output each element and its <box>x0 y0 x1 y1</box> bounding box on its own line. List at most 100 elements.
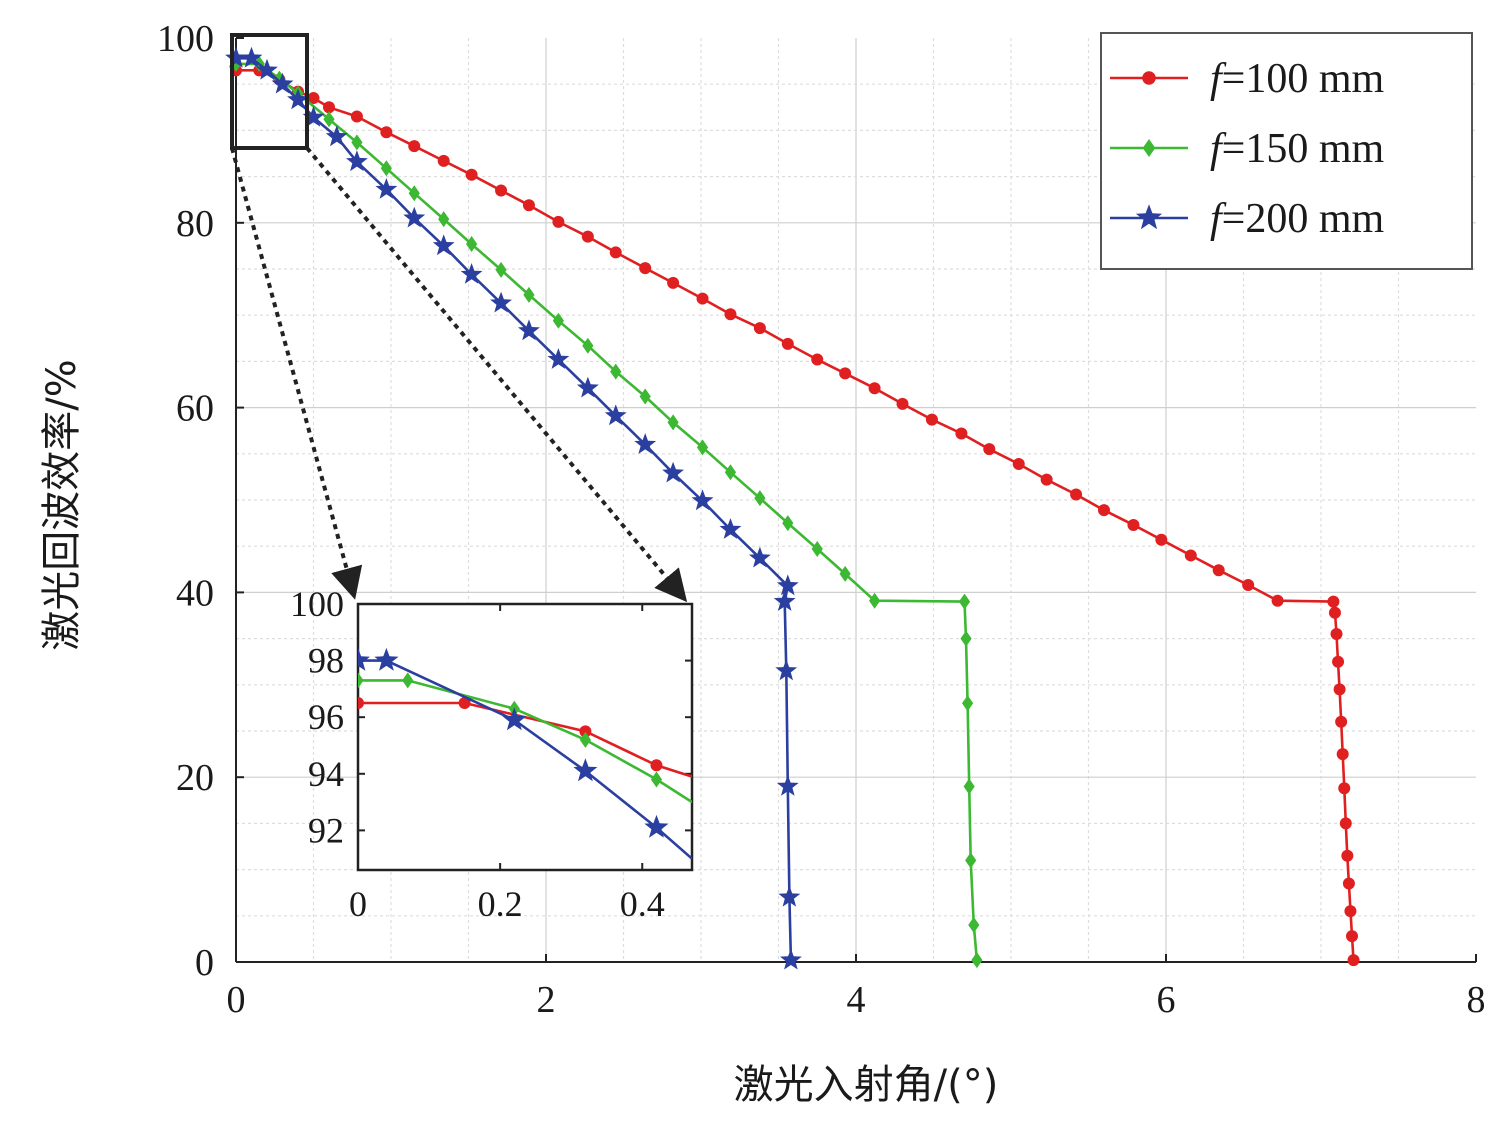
data-point <box>639 262 652 275</box>
data-point <box>547 348 570 369</box>
inset-series-3 <box>358 647 692 860</box>
data-point <box>1040 473 1053 486</box>
data-point <box>518 319 540 341</box>
data-point <box>408 185 420 202</box>
series-1 <box>230 64 1360 967</box>
data-point <box>1332 655 1345 668</box>
legend-marker <box>1142 71 1156 85</box>
inset-data-point <box>579 725 592 738</box>
data-point <box>1184 549 1197 562</box>
legend-item-3: f=200 mm <box>1110 196 1385 242</box>
data-point <box>1127 518 1140 531</box>
legend-item-2: f=150 mm <box>1110 126 1385 172</box>
inset-y-tick-label: 98 <box>308 641 344 681</box>
inset-data-point <box>650 759 663 772</box>
data-point <box>609 246 622 259</box>
data-point <box>667 276 680 289</box>
data-point <box>968 917 980 934</box>
data-point <box>380 160 392 177</box>
data-point <box>782 515 794 532</box>
y-tick-label: 100 <box>157 18 214 60</box>
data-point <box>1333 683 1346 696</box>
data-point <box>971 952 983 969</box>
data-point <box>581 230 594 243</box>
data-point <box>776 774 799 796</box>
data-point <box>1338 782 1351 795</box>
data-point <box>432 234 455 256</box>
data-point <box>490 291 512 313</box>
inset-data-point <box>458 697 471 710</box>
data-point <box>753 322 766 335</box>
data-point <box>1012 457 1025 470</box>
data-point <box>780 948 802 970</box>
data-point <box>466 236 478 253</box>
data-point <box>1098 504 1110 517</box>
data-point <box>634 433 657 454</box>
data-point <box>240 46 263 68</box>
data-point <box>1344 905 1357 918</box>
inset-data-point <box>579 731 592 748</box>
y-tick-label: 80 <box>176 203 214 245</box>
x-tick-label: 4 <box>847 979 866 1021</box>
data-point <box>839 367 852 380</box>
data-point <box>302 106 325 127</box>
data-point <box>724 308 737 321</box>
data-point <box>1155 533 1168 546</box>
data-point <box>438 211 450 228</box>
data-point <box>781 337 794 350</box>
data-point <box>1271 594 1284 607</box>
inset-data-point <box>358 672 364 689</box>
data-point <box>1242 579 1255 592</box>
data-point <box>960 630 972 647</box>
data-point <box>375 178 398 199</box>
data-point <box>773 590 796 611</box>
data-point <box>1328 606 1341 619</box>
zoom-arrow-right <box>305 146 688 603</box>
data-point <box>610 363 622 380</box>
legend-box <box>1100 32 1473 270</box>
inset-data-point <box>374 647 399 671</box>
y-tick-label: 60 <box>176 388 214 430</box>
data-point <box>437 154 450 167</box>
data-point <box>225 46 247 68</box>
data-point <box>983 443 996 456</box>
legend-label: f=150 mm <box>1210 126 1385 172</box>
inset-x-tick-label: 0 <box>349 884 367 924</box>
y-axis-label: 激光回波效率/% <box>39 359 85 650</box>
data-point <box>839 565 851 582</box>
data-point <box>868 382 881 395</box>
data-point <box>1335 715 1348 728</box>
y-tick-label: 40 <box>176 572 214 614</box>
data-point <box>754 490 766 507</box>
inset-data-point <box>644 814 669 838</box>
inset-series-line <box>358 679 692 804</box>
legend: f=100 mm f=150 mm f=200 mm <box>1100 32 1473 270</box>
data-point <box>1327 595 1340 608</box>
inset-y-tick-label: 94 <box>308 754 344 794</box>
data-point <box>1341 849 1354 862</box>
inset-data-point <box>573 758 598 782</box>
data-point <box>1339 817 1352 830</box>
inset-y-tick-label: 100 <box>290 584 344 624</box>
data-point <box>346 150 368 172</box>
inset-series-group <box>358 647 692 860</box>
inset-data-point <box>402 672 414 689</box>
inset-data-point <box>502 707 527 731</box>
data-point <box>811 540 823 557</box>
data-point <box>691 489 714 511</box>
data-point <box>256 58 278 80</box>
x-tick-label: 2 <box>537 979 556 1021</box>
data-point <box>775 659 798 681</box>
legend-marker <box>1135 204 1163 230</box>
data-point <box>287 88 309 110</box>
data-point <box>552 215 565 228</box>
data-point <box>552 312 564 329</box>
data-point <box>696 292 709 305</box>
legend-item-1: f=100 mm <box>1110 56 1385 102</box>
y-tick-label: 20 <box>176 757 214 799</box>
data-point <box>963 778 975 795</box>
data-point <box>582 337 594 354</box>
data-point <box>965 852 977 869</box>
inset-series-2 <box>358 672 692 804</box>
data-point <box>696 439 709 456</box>
